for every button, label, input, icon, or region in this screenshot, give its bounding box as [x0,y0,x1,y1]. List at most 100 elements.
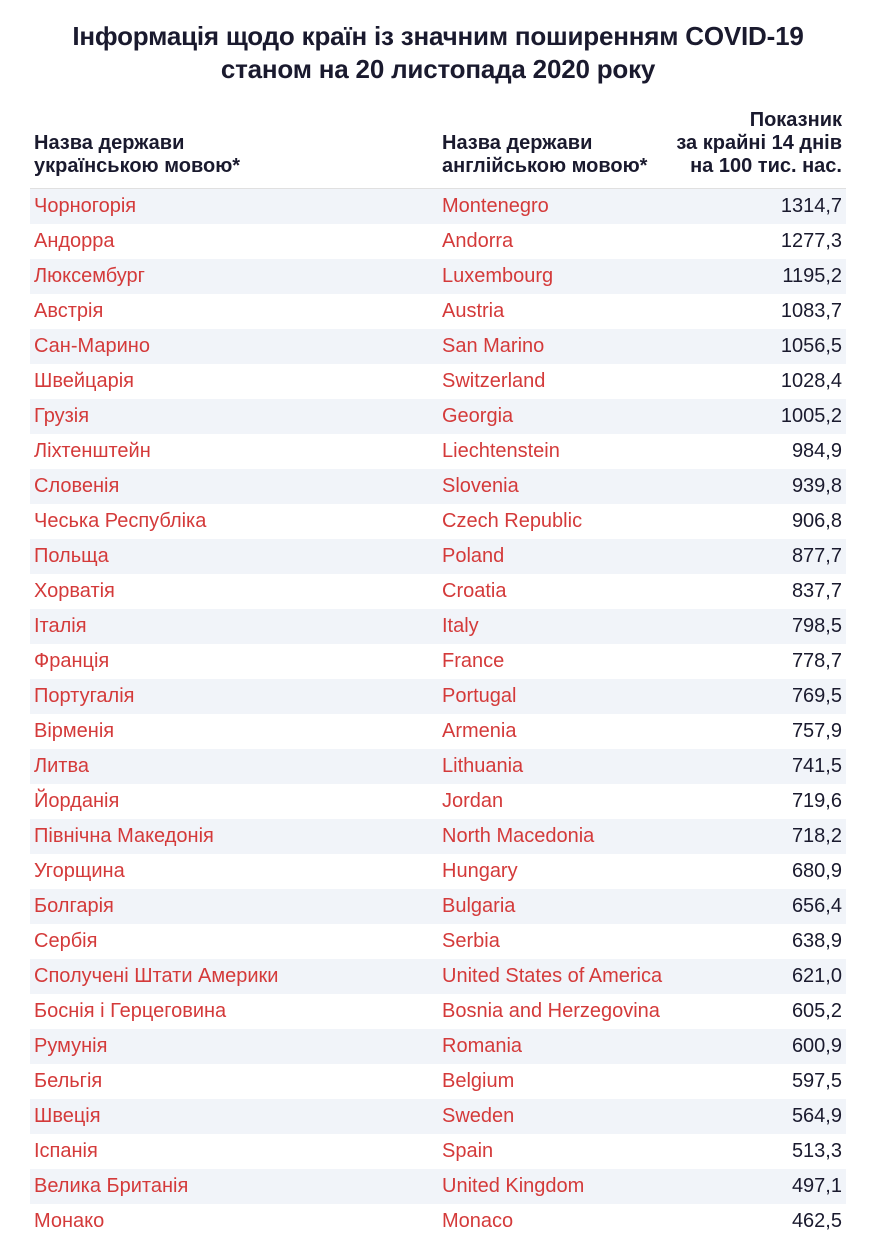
table-row: ІспаніяSpain513,3 [30,1134,846,1169]
cell-country-en: United States of America [438,959,666,994]
title-line2: станом на 20 листопада 2020 року [221,54,655,84]
cell-indicator: 638,9 [666,924,846,959]
cell-indicator: 597,5 [666,1064,846,1099]
cell-indicator: 837,7 [666,574,846,609]
cell-country-ua: Італія [30,609,438,644]
table-row: ЛитваLithuania741,5 [30,749,846,784]
table-row: БельгіяBelgium597,5 [30,1064,846,1099]
table-row: АндорраAndorra1277,3 [30,224,846,259]
cell-country-ua: Болгарія [30,889,438,924]
cell-country-en: Bulgaria [438,889,666,924]
table-row: Сан-МариноSan Marino1056,5 [30,329,846,364]
cell-country-ua: Швейцарія [30,364,438,399]
cell-indicator: 621,0 [666,959,846,994]
cell-country-ua: Чорногорія [30,189,438,225]
cell-country-ua: Люксембург [30,259,438,294]
cell-country-en: San Marino [438,329,666,364]
cell-indicator: 1083,7 [666,294,846,329]
cell-country-en: Romania [438,1029,666,1064]
table-row: Чеська РеспублікаCzech Republic906,8 [30,504,846,539]
table-row: Сполучені Штати АмерикиUnited States of … [30,959,846,994]
countries-table: Назва державиукраїнською мовою* Назва де… [30,103,846,1239]
cell-country-ua: Андорра [30,224,438,259]
cell-indicator: 798,5 [666,609,846,644]
header-country-ua: Назва державиукраїнською мовою* [30,103,438,189]
table-row: СловеніяSlovenia939,8 [30,469,846,504]
table-row: Боснія і ГерцеговинаBosnia and Herzegovi… [30,994,846,1029]
cell-country-en: Italy [438,609,666,644]
cell-indicator: 680,9 [666,854,846,889]
table-row: Велика БританіяUnited Kingdom497,1 [30,1169,846,1204]
cell-country-en: Poland [438,539,666,574]
table-row: ХорватіяCroatia837,7 [30,574,846,609]
cell-country-en: Switzerland [438,364,666,399]
cell-country-ua: Польща [30,539,438,574]
cell-country-en: Luxembourg [438,259,666,294]
cell-indicator: 605,2 [666,994,846,1029]
table-header-row: Назва державиукраїнською мовою* Назва де… [30,103,846,189]
table-row: ВірменіяArmenia757,9 [30,714,846,749]
table-row: СербіяSerbia638,9 [30,924,846,959]
cell-country-en: Croatia [438,574,666,609]
cell-indicator: 718,2 [666,819,846,854]
cell-country-en: Austria [438,294,666,329]
cell-country-ua: Сербія [30,924,438,959]
cell-indicator: 769,5 [666,679,846,714]
cell-country-en: France [438,644,666,679]
cell-country-ua: Монако [30,1204,438,1239]
table-row: ІталіяItaly798,5 [30,609,846,644]
table-row: ПортугаліяPortugal769,5 [30,679,846,714]
cell-country-ua: Вірменія [30,714,438,749]
cell-country-en: Sweden [438,1099,666,1134]
cell-country-en: Georgia [438,399,666,434]
table-row: ЛюксембургLuxembourg1195,2 [30,259,846,294]
cell-indicator: 719,6 [666,784,846,819]
table-body: ЧорногоріяMontenegro1314,7АндорраAndorra… [30,189,846,1240]
cell-indicator: 741,5 [666,749,846,784]
cell-country-en: Portugal [438,679,666,714]
cell-indicator: 939,8 [666,469,846,504]
table-row: ШвейцаріяSwitzerland1028,4 [30,364,846,399]
cell-country-ua: Іспанія [30,1134,438,1169]
cell-country-ua: Угорщина [30,854,438,889]
cell-country-ua: Литва [30,749,438,784]
cell-indicator: 877,7 [666,539,846,574]
cell-indicator: 656,4 [666,889,846,924]
cell-country-ua: Швеція [30,1099,438,1134]
cell-country-ua: Австрія [30,294,438,329]
cell-indicator: 497,1 [666,1169,846,1204]
table-row: ПольщаPoland877,7 [30,539,846,574]
cell-indicator: 984,9 [666,434,846,469]
cell-country-en: Monaco [438,1204,666,1239]
cell-indicator: 1028,4 [666,364,846,399]
cell-indicator: 462,5 [666,1204,846,1239]
table-row: ШвеціяSweden564,9 [30,1099,846,1134]
table-row: ФранціяFrance778,7 [30,644,846,679]
table-row: Північна МакедоніяNorth Macedonia718,2 [30,819,846,854]
cell-country-ua: Ліхтенштейн [30,434,438,469]
cell-country-en: Liechtenstein [438,434,666,469]
cell-country-ua: Грузія [30,399,438,434]
table-row: ЧорногоріяMontenegro1314,7 [30,189,846,225]
cell-country-en: Jordan [438,784,666,819]
cell-country-en: Czech Republic [438,504,666,539]
cell-country-ua: Румунія [30,1029,438,1064]
table-row: ГрузіяGeorgia1005,2 [30,399,846,434]
cell-country-ua: Франція [30,644,438,679]
cell-country-en: Armenia [438,714,666,749]
header-indicator: Показникза крайні 14 днівна 100 тис. нас… [666,103,846,189]
cell-country-ua: Йорданія [30,784,438,819]
cell-indicator: 513,3 [666,1134,846,1169]
cell-country-ua: Словенія [30,469,438,504]
cell-country-ua: Північна Македонія [30,819,438,854]
cell-country-ua: Чеська Республіка [30,504,438,539]
cell-indicator: 1056,5 [666,329,846,364]
table-row: АвстріяAustria1083,7 [30,294,846,329]
cell-indicator: 906,8 [666,504,846,539]
header-country-en: Назва державианглійською мовою* [438,103,666,189]
cell-country-ua: Хорватія [30,574,438,609]
title-line1: Інформація щодо країн із значним поширен… [72,21,803,51]
cell-country-ua: Бельгія [30,1064,438,1099]
cell-country-en: Bosnia and Herzegovina [438,994,666,1029]
cell-country-en: Montenegro [438,189,666,225]
